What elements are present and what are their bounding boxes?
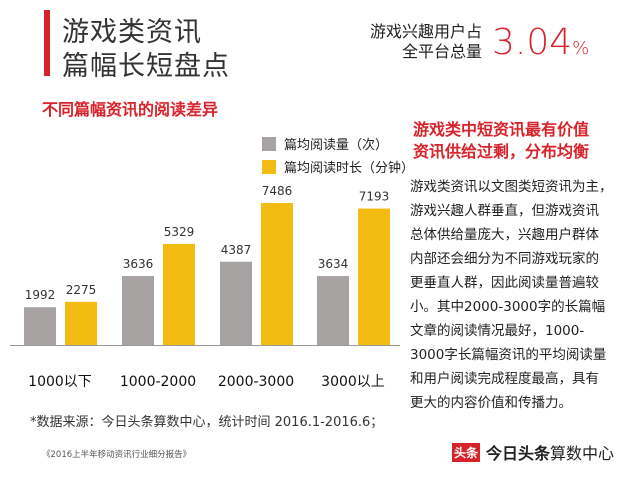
stat-number: 3.04 xyxy=(492,22,573,63)
data-label: 1992 xyxy=(25,288,56,302)
insight-body: 游戏类资讯以文图类短资讯为主， 游戏兴趣人群垂直，但游戏资讯 总体供给量庞大，兴趣用… xyxy=(410,175,613,415)
data-label: 4387 xyxy=(221,243,252,257)
bar-views xyxy=(220,261,252,345)
legend-label: 篇均阅读时长（分钟） xyxy=(284,161,415,176)
stat-label-line1: 游戏兴趣用户占 xyxy=(369,22,482,41)
insight-body-line: 总体供给量庞大，兴趣用户群体 xyxy=(410,227,599,243)
category-label: 1000-2000 xyxy=(120,374,196,390)
insight-heading: 游戏类中短资讯最有价值 资讯供给过剩，分布均衡 xyxy=(413,119,589,163)
category-label: 2000-3000 xyxy=(218,374,294,390)
bar-views xyxy=(317,276,349,345)
chart-subtitle: 不同篇幅资讯的阅读差异 xyxy=(42,100,219,119)
insight-heading-line2: 资讯供给过剩，分布均衡 xyxy=(413,142,590,161)
bar-duration xyxy=(163,243,195,345)
insight-body-line: 3000字长篇幅资讯的平均阅读量 xyxy=(410,347,607,363)
legend-item-duration: 篇均阅读时长（分钟） xyxy=(262,157,414,176)
page-title-line2: 篇幅长短盘点 xyxy=(62,51,230,82)
bar-chart: 1992 2275 1000以下 3636 5329 1000-2000 4387 7486 2… xyxy=(10,184,400,390)
data-source: *数据来源：今日头条算数中心，统计时间 2016.1-2016.6； xyxy=(30,415,384,430)
stat-label: 游戏兴趣用户占 全平台总量 xyxy=(370,22,482,62)
data-label: 7486 xyxy=(262,184,293,198)
data-label: 3634 xyxy=(318,257,349,271)
logo-suffix: 算数中心 xyxy=(550,444,615,463)
category-label: 1000以下 xyxy=(28,374,92,390)
stat-label-line2: 全平台总量 xyxy=(401,42,482,61)
bar-views xyxy=(122,276,154,345)
page-title-line1: 游戏类资讯 xyxy=(62,17,202,48)
insight-body-line: 更大的内容价值和传播力。 xyxy=(410,395,572,411)
legend-item-views: 篇均阅读量（次） xyxy=(262,134,388,153)
logo-name: 今日头条 xyxy=(486,444,551,463)
bar-duration xyxy=(65,301,97,345)
bar-views xyxy=(24,307,56,345)
insight-body-line: 游戏兴趣人群垂直，但游戏资讯 xyxy=(410,203,599,219)
legend-label: 篇均阅读量（次） xyxy=(284,138,389,153)
stat-unit: % xyxy=(572,38,590,59)
title-accent-bar xyxy=(44,10,50,76)
legend-swatch-gray xyxy=(262,136,276,151)
logo-badge: 头条 xyxy=(452,442,481,462)
category-label: 3000以上 xyxy=(321,374,385,390)
data-label: 5329 xyxy=(164,225,195,239)
legend-swatch-gold xyxy=(262,159,276,174)
bar-duration xyxy=(358,208,390,345)
insight-body-line: 更垂直人群，因此阅读量普遍较 xyxy=(410,275,599,291)
stat-value: 3.04% xyxy=(492,22,589,63)
report-name: 《2016上半年移动资讯行业细分报告》 xyxy=(42,450,192,460)
insight-body-line: 小。其中2000-3000字的长篇幅 xyxy=(410,299,606,315)
data-label: 2275 xyxy=(66,283,97,297)
data-label: 7193 xyxy=(359,190,390,204)
insight-body-line: 内部还会细分为不同游戏玩家的 xyxy=(410,251,599,267)
insight-body-line: 和用户阅读完成程度最高，具有 xyxy=(410,371,599,387)
bar-duration xyxy=(261,203,293,345)
insight-body-line: 游戏类资讯以文图类短资讯为主， xyxy=(410,179,613,195)
logo: 头条 今日头条 算数中心 xyxy=(452,440,614,464)
data-label: 3636 xyxy=(123,257,154,271)
insight-heading-line1: 游戏类中短资讯最有价值 xyxy=(413,120,590,139)
insight-body-line: 文章的阅读情况最好，1000- xyxy=(410,323,585,339)
